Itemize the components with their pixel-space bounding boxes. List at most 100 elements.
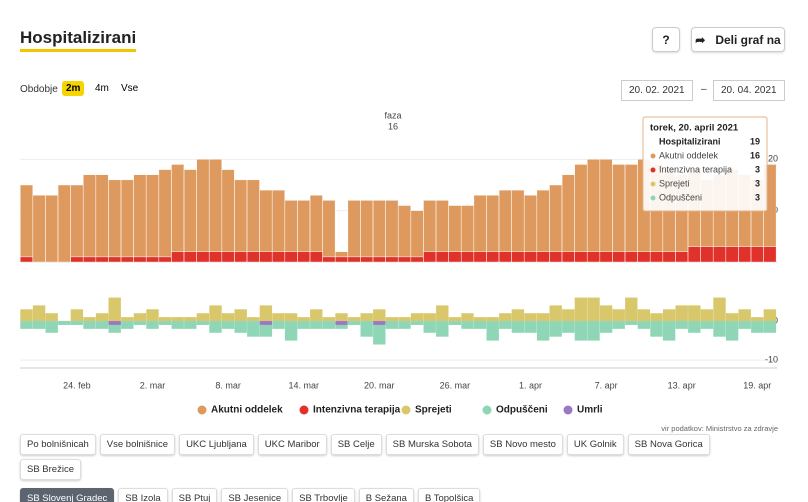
bar — [95, 174, 109, 258]
legend-dot — [563, 405, 573, 415]
filter-button[interactable]: SB Slovenj Gradec — [20, 488, 115, 502]
bar — [284, 313, 298, 322]
bar — [763, 321, 777, 333]
bar — [373, 321, 386, 325]
filter-button[interactable]: SB Nova Gorica — [627, 434, 710, 455]
bar — [473, 251, 487, 263]
bar — [650, 313, 663, 322]
bar — [146, 321, 159, 329]
bar — [637, 251, 651, 263]
bar — [398, 205, 411, 258]
x-tick-label: 20. mar — [364, 380, 395, 390]
filter-button[interactable]: SB Novo mesto — [482, 434, 563, 455]
bar — [448, 321, 462, 325]
bar — [738, 246, 752, 263]
date-to[interactable]: 20. 04. 2021 — [713, 80, 785, 101]
filter-button[interactable]: SB Izola — [118, 488, 168, 502]
bar — [45, 321, 58, 333]
bar — [599, 321, 613, 333]
bar — [700, 309, 714, 322]
bar — [133, 174, 147, 258]
filter-button[interactable]: SB Ptuj — [171, 488, 218, 502]
legend-label: Sprejeti — [415, 405, 452, 416]
filter-button[interactable]: B Topolšica — [417, 488, 481, 502]
bar — [713, 321, 726, 337]
bar — [184, 321, 197, 329]
period-option[interactable]: 4m — [95, 83, 109, 94]
bar — [410, 321, 424, 325]
bar — [373, 309, 386, 322]
filters: Po bolnišnicah Vse bolnišnice UKC Ljubljan… — [20, 434, 740, 502]
bar — [246, 251, 260, 263]
bar — [221, 251, 235, 263]
bar — [297, 251, 311, 263]
tooltip-label: Sprejeti — [659, 178, 690, 188]
bar — [763, 246, 777, 263]
filter-button[interactable]: SB Murska Sobota — [385, 434, 479, 455]
bar — [398, 256, 411, 263]
bar — [662, 251, 676, 263]
bar — [574, 321, 588, 341]
bar — [209, 321, 222, 333]
bar — [574, 164, 588, 252]
filter-button[interactable]: UKC Maribor — [257, 434, 327, 455]
bar — [700, 321, 714, 329]
tooltip-dot — [650, 181, 656, 187]
bar — [549, 184, 563, 252]
tooltip-label: Akutni oddelek — [659, 150, 719, 160]
bar — [486, 251, 500, 263]
bar — [398, 317, 411, 322]
bar — [637, 309, 651, 322]
bar — [121, 321, 134, 329]
bar — [612, 321, 625, 329]
period-option[interactable]: 2m — [62, 81, 85, 96]
bar — [562, 309, 575, 322]
bar — [310, 309, 323, 322]
annotation: 16 — [388, 121, 398, 131]
filter-button[interactable]: SB Trbovlje — [292, 488, 355, 502]
x-tick-label: 14. mar — [288, 380, 319, 390]
bar — [322, 256, 336, 263]
filter-button[interactable]: SB Celje — [330, 434, 382, 455]
bar — [448, 251, 462, 263]
bar — [70, 184, 84, 258]
bar — [108, 321, 121, 325]
help-button[interactable]: ? — [652, 27, 680, 52]
filter-button[interactable]: B Sežana — [358, 488, 414, 502]
bar — [423, 321, 436, 333]
filter-button[interactable]: Vse bolnišnice — [99, 434, 176, 455]
legend-label: Odpuščeni — [496, 405, 548, 416]
bar — [498, 189, 512, 252]
filter-button[interactable]: Po bolnišnicah — [20, 434, 96, 455]
bar — [272, 189, 285, 252]
filter-button[interactable]: SB Jesenice — [221, 488, 289, 502]
bar — [259, 189, 273, 252]
bar — [70, 309, 84, 322]
bar — [259, 324, 273, 337]
filter-button[interactable]: SB Brežice — [20, 459, 81, 480]
bar — [486, 195, 500, 252]
bar — [675, 251, 689, 263]
share-button[interactable]: ➦ Deli graf na — [691, 27, 785, 52]
x-tick-label: 13. apr — [668, 380, 696, 390]
bar — [624, 251, 638, 263]
y-tick-label: -10 — [765, 355, 778, 365]
filter-button[interactable]: UKC Ljubljana — [179, 434, 254, 455]
bar — [209, 251, 222, 263]
bar — [549, 321, 562, 337]
date-from[interactable]: 20. 02. 2021 — [621, 80, 693, 101]
bar — [587, 297, 600, 322]
bar — [259, 251, 273, 263]
tooltip-label: Intenzivna terapija — [659, 164, 732, 174]
tooltip-dot — [650, 195, 656, 201]
bar — [297, 317, 310, 322]
bar — [511, 309, 525, 322]
filter-button[interactable]: UK Golnik — [566, 434, 624, 455]
bar — [524, 251, 537, 263]
bar — [32, 305, 46, 322]
bar — [738, 321, 751, 329]
bar — [95, 321, 109, 329]
period-option[interactable]: Vse — [121, 83, 139, 94]
bar — [58, 321, 71, 325]
